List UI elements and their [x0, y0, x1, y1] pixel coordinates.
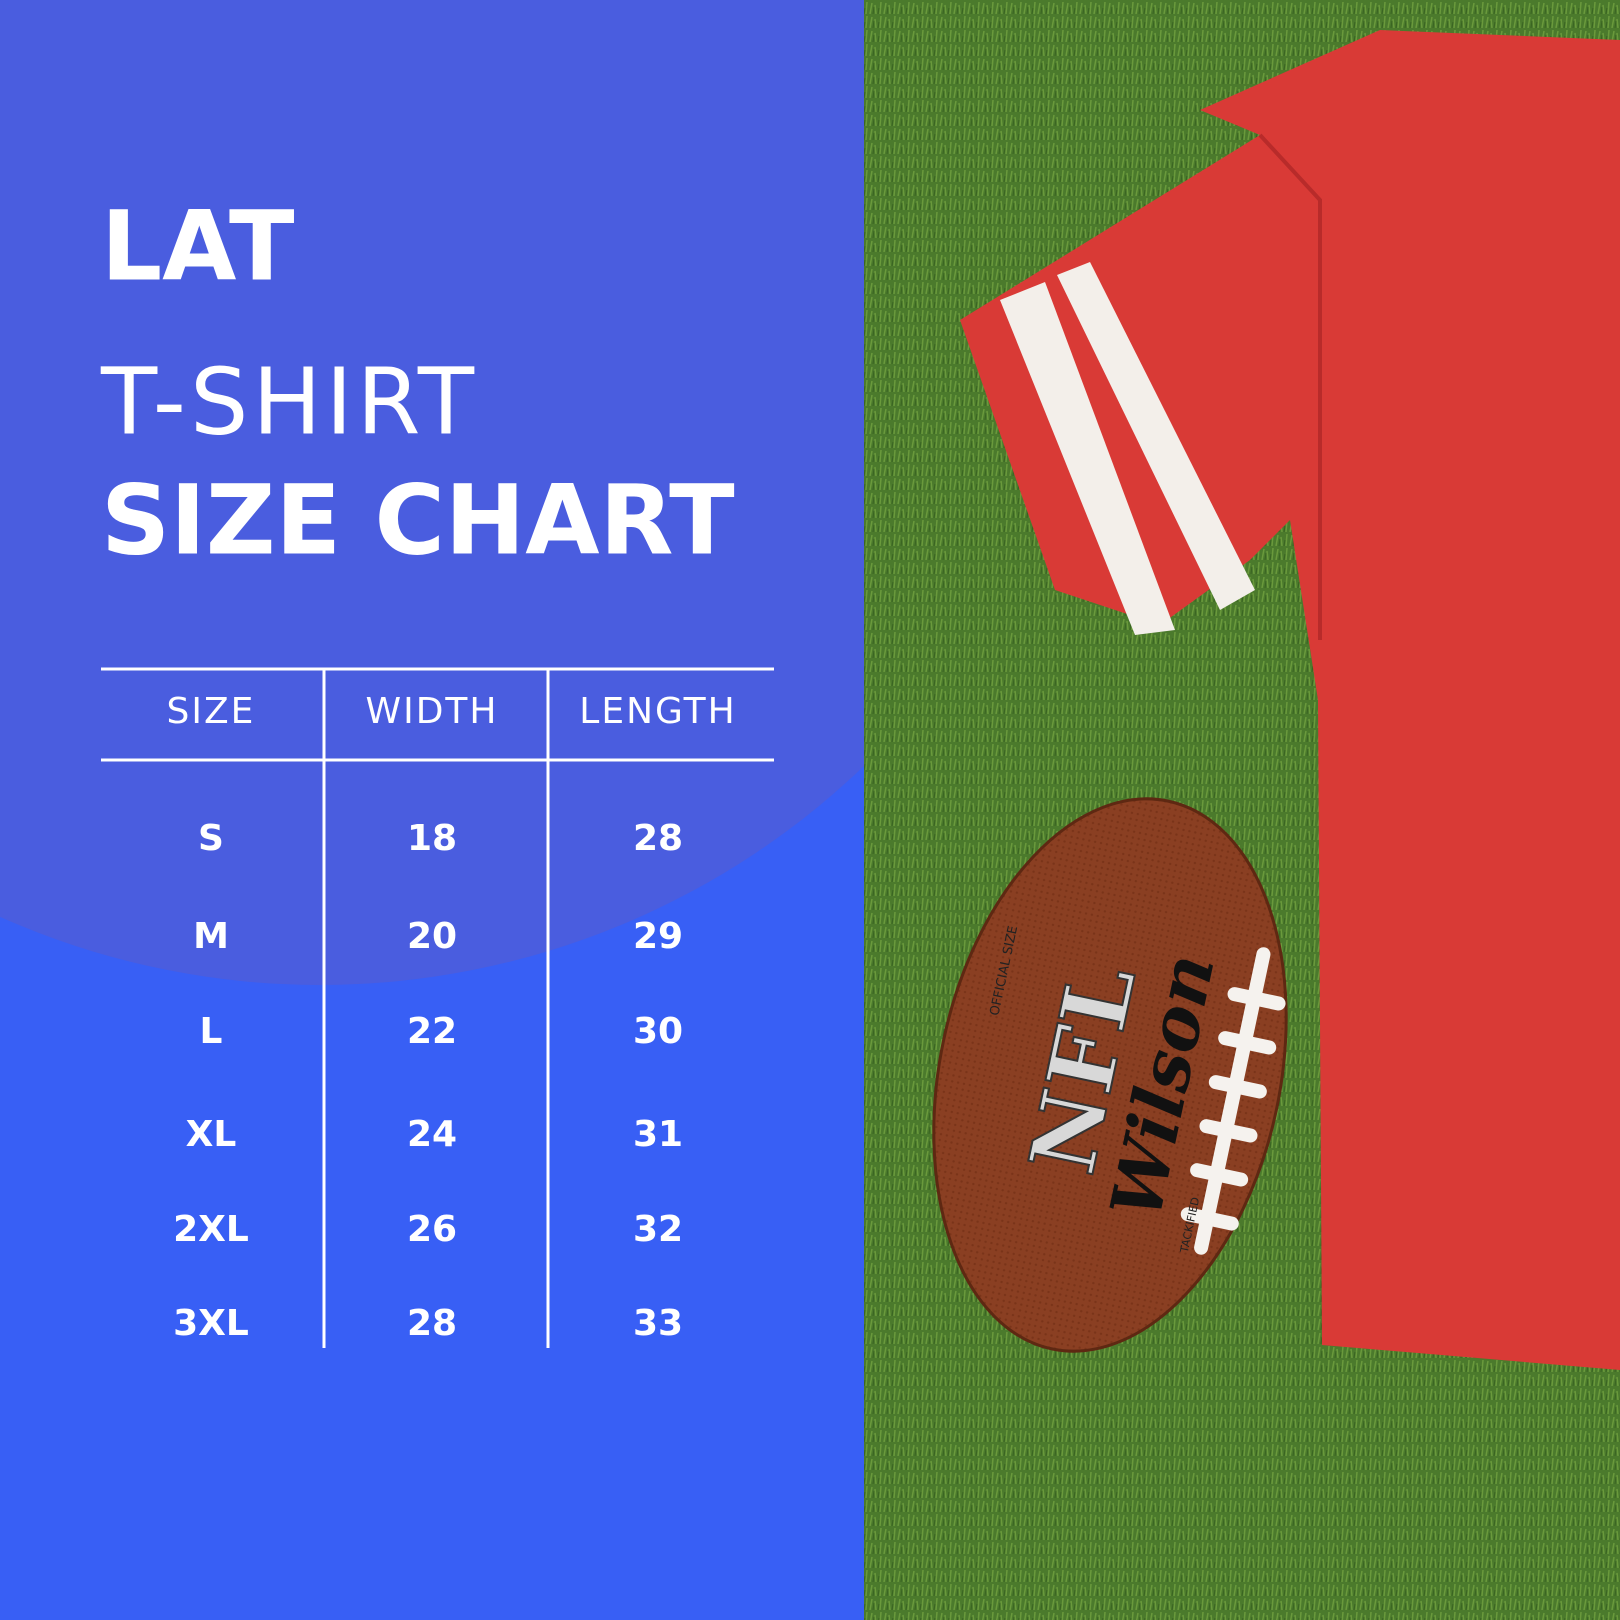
measure-cell: 20 — [407, 916, 457, 957]
column-header: SIZE — [167, 691, 256, 732]
measure-cell: 31 — [633, 1114, 683, 1155]
title-line2: SIZE CHART — [101, 464, 735, 576]
column-header: WIDTH — [366, 691, 499, 732]
measure-cell: 24 — [407, 1114, 457, 1155]
measure-cell: 28 — [407, 1303, 457, 1344]
size-cell: 3XL — [173, 1303, 249, 1344]
brand: LAT — [101, 190, 295, 302]
measure-cell: 30 — [633, 1011, 683, 1052]
measure-cell: 32 — [633, 1209, 683, 1250]
table-lines — [101, 667, 774, 1348]
measure-cell: 33 — [633, 1303, 683, 1344]
sleeve-stripe — [1000, 282, 1175, 635]
measure-cell: 29 — [633, 916, 683, 957]
measure-cell: 28 — [633, 818, 683, 859]
size-cell: S — [198, 818, 224, 859]
size-cell: M — [193, 916, 229, 957]
sleeve-stripe — [1057, 262, 1255, 610]
title-line1: T-SHIRT — [100, 348, 478, 455]
photo: Wilson NFL OFFICIAL SIZE TACKIFIED — [864, 0, 1620, 1620]
measure-cell: 18 — [407, 818, 457, 859]
measure-cell: 22 — [407, 1011, 457, 1052]
left-panel — [0, 0, 864, 1620]
size-cell: XL — [186, 1114, 237, 1155]
size-cell: 2XL — [173, 1209, 249, 1250]
football: Wilson NFL OFFICIAL SIZE TACKIFIED — [932, 797, 1288, 1353]
size-table: SIZE WIDTH LENGTH S 18 28 M 20 29 L 22 30 XL 24 31 2XL 2… — [167, 691, 736, 1344]
panel-circle — [0, 0, 864, 985]
shirt-seam — [1258, 133, 1322, 640]
column-header: LENGTH — [579, 691, 736, 732]
measure-cell: 26 — [407, 1209, 457, 1250]
size-cell: L — [200, 1011, 223, 1052]
